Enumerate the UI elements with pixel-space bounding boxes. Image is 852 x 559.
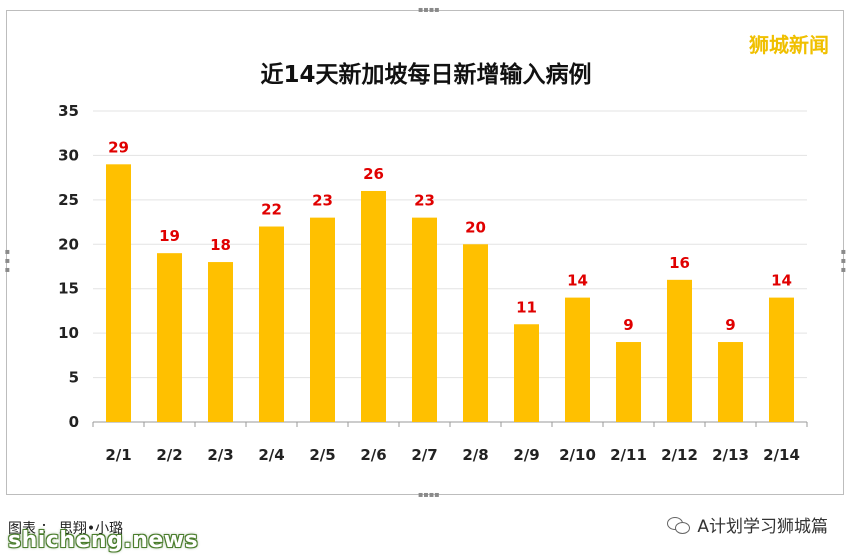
y-tick-label: 20	[58, 235, 79, 253]
x-tick-label: 2/1	[105, 446, 131, 464]
account-name: A计划学习狮城篇	[697, 517, 828, 537]
data-label: 26	[363, 165, 384, 183]
x-tick-label: 2/14	[763, 446, 800, 464]
x-tick-label: 2/7	[411, 446, 437, 464]
bar-2-4	[259, 226, 284, 422]
x-tick-label: 2/5	[309, 446, 335, 464]
data-label: 18	[210, 236, 231, 254]
chart-title: 近14天新加坡每日新增输入病例	[260, 62, 592, 88]
y-tick-label: 30	[58, 146, 79, 164]
brand-logo-text: 狮城新闻	[749, 33, 829, 57]
wechat-account: A计划学习狮城篇	[667, 512, 828, 537]
bar-2-5	[310, 217, 335, 422]
y-tick-label: 15	[58, 280, 79, 298]
data-label: 22	[261, 201, 282, 219]
y-tick-label: 25	[58, 191, 79, 209]
bar-2-9	[514, 324, 539, 422]
x-tick-label: 2/9	[513, 446, 539, 464]
y-tick-label: 0	[69, 413, 79, 431]
bar-2-7	[412, 217, 437, 422]
bar-2-3	[208, 262, 233, 422]
bar-2-8	[463, 244, 488, 422]
bar-2-12	[667, 279, 692, 422]
data-label: 29	[108, 138, 129, 156]
x-tick-label: 2/10	[559, 446, 596, 464]
x-tick-label: 2/3	[207, 446, 233, 464]
data-label: 23	[414, 192, 435, 210]
x-tick-label: 2/6	[360, 446, 386, 464]
data-label: 19	[159, 227, 180, 245]
bars	[106, 164, 794, 423]
resize-handle-left[interactable]: ▪▪▪	[3, 247, 12, 274]
data-label: 9	[623, 316, 633, 334]
x-tick-label: 2/8	[462, 446, 488, 464]
data-label: 11	[516, 298, 537, 316]
bar-chart: 0 5 10 15 20 25 30 35 29 19 18 22 23 26 23 20 11 14 9 16 9 1…	[58, 102, 808, 464]
data-label: 20	[465, 218, 486, 236]
bar-2-10	[565, 297, 590, 422]
data-label: 9	[725, 316, 735, 334]
bar-2-2	[157, 253, 182, 422]
bar-2-14	[769, 297, 794, 422]
data-label: 23	[312, 192, 333, 210]
chart-caption: 图表 ： 思翔•小璐	[8, 521, 124, 537]
bar-2-6	[361, 190, 386, 422]
data-label: 16	[669, 254, 690, 272]
resize-handle-bottom[interactable]: ▪▪▪▪	[418, 490, 440, 499]
data-label: 14	[771, 272, 792, 290]
data-labels: 29 19 18 22 23 26 23 20 11 14 9 16 9 14	[108, 138, 792, 334]
bar-2-13	[718, 342, 743, 422]
x-tick-label: 2/13	[712, 446, 749, 464]
x-tick-label: 2/2	[156, 446, 182, 464]
x-axis: 2/1 2/2 2/3 2/4 2/5 2/6 2/7 2/8 2/9 2/10 2/11 2/12 2…	[92, 422, 808, 464]
y-tick-label: 35	[58, 102, 79, 120]
x-tick-label: 2/4	[258, 446, 284, 464]
bar-2-11	[616, 342, 641, 422]
resize-handle-right[interactable]: ▪▪▪	[839, 247, 848, 274]
y-axis: 0 5 10 15 20 25 30 35	[58, 102, 79, 431]
data-label: 14	[567, 272, 588, 290]
y-tick-label: 10	[58, 324, 79, 342]
x-tick-label: 2/11	[610, 446, 647, 464]
grid-lines	[93, 110, 807, 423]
bar-2-1	[106, 164, 131, 423]
y-tick-label: 5	[69, 369, 79, 387]
site-watermark: shicheng.news	[8, 528, 199, 553]
resize-handle-top[interactable]: ▪▪▪▪	[418, 5, 440, 14]
chart-frame: ▪▪▪▪ ▪▪▪▪ ▪▪▪ ▪▪▪ 狮城新闻 近14天新加坡每日新增输入病例 0…	[3, 6, 848, 499]
x-tick-label: 2/12	[661, 446, 698, 464]
wechat-icon	[667, 515, 691, 535]
